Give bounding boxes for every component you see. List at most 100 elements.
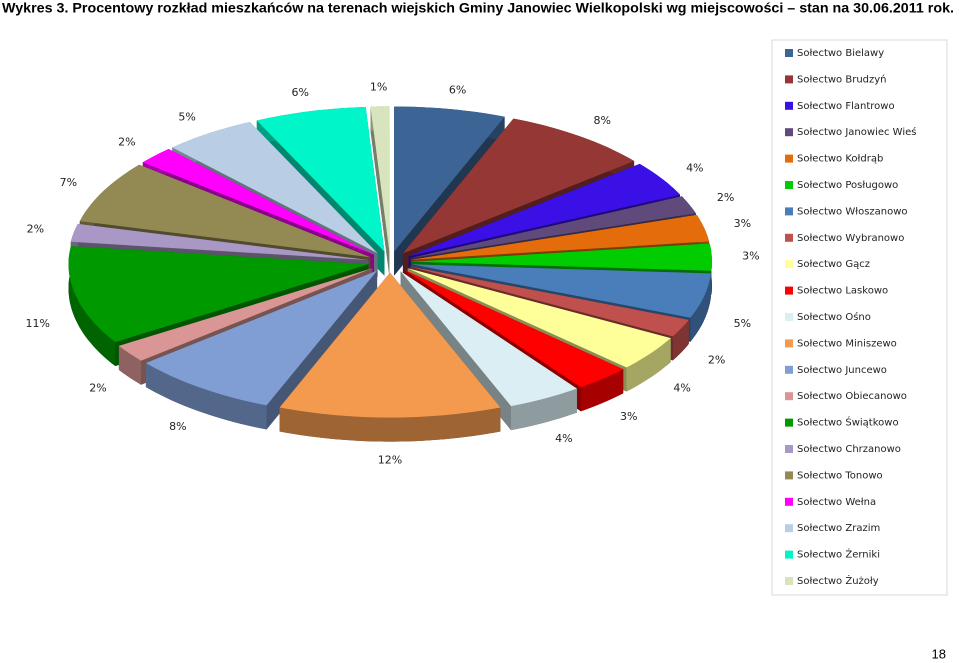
legend-swatch <box>785 418 793 427</box>
legend-swatch <box>785 497 793 506</box>
legend-swatch <box>785 445 793 453</box>
legend-label: Sołectwo Chrzanowo <box>797 444 901 455</box>
legend-label: Sołectwo Włoszanowo <box>797 206 908 217</box>
data-label: 6% <box>449 84 466 97</box>
slice <box>279 272 501 442</box>
slice-side <box>118 268 373 370</box>
pie: 6%8%4%2%3%3%5%2%4%3%4%12%8%2%11%2%7%2%5%… <box>25 81 759 467</box>
chart-title: Wykres 3. Procentowy rozkład mieszkańców… <box>2 0 954 16</box>
slice-top <box>412 243 712 271</box>
slice-top <box>394 106 505 252</box>
page-number: 18 <box>932 646 946 661</box>
legend-label: Sołectwo Żerniki <box>797 548 880 561</box>
slice-top <box>407 268 671 368</box>
legend-swatch <box>785 49 793 57</box>
data-label: 3% <box>734 217 751 230</box>
slice-top <box>145 270 378 406</box>
legend-swatch <box>785 75 793 84</box>
legend-label: Sołectwo Flantrowo <box>797 101 895 112</box>
data-label: 8% <box>169 420 186 433</box>
legend-label: Sołectwo Miniszewo <box>797 338 897 349</box>
legend-swatch <box>785 207 793 216</box>
legend-swatch <box>785 392 793 401</box>
legend-label: Sołectwo Ośno <box>797 311 871 323</box>
slice-top <box>409 266 689 337</box>
data-label: 5% <box>178 111 195 124</box>
slice-top <box>408 163 680 257</box>
data-label: 2% <box>118 136 135 149</box>
slice-top <box>256 107 385 252</box>
data-label: 8% <box>593 114 610 127</box>
slice-top <box>411 214 710 260</box>
legend-label: Sołectwo Tonowo <box>797 470 883 481</box>
slice-top <box>142 149 374 255</box>
legend-swatch <box>785 471 793 480</box>
legend: Sołectwo Bielawy Sołectwo Brudzyń Sołectwo… <box>785 48 916 587</box>
slice-side <box>370 106 390 276</box>
legend-swatch <box>785 260 793 269</box>
slice-wall <box>672 319 689 361</box>
legend-swatch <box>785 128 793 137</box>
slice-top <box>370 106 390 252</box>
data-label: 7% <box>60 176 77 189</box>
data-label: 2% <box>717 191 734 204</box>
data-label: 2% <box>89 382 106 395</box>
slice-wall <box>279 407 501 442</box>
legend-swatch <box>785 524 793 533</box>
slice-wall <box>511 388 577 431</box>
legend-swatch <box>785 181 793 189</box>
slice <box>370 106 390 276</box>
data-label: 12% <box>378 453 402 466</box>
legend-swatch <box>785 233 793 242</box>
legend-swatch <box>785 286 793 295</box>
data-label: 4% <box>686 162 703 175</box>
data-label: 5% <box>734 317 751 330</box>
data-label: 2% <box>708 353 725 366</box>
legend-label: Sołectwo Zrazim <box>797 523 880 534</box>
legend-swatch <box>785 154 793 163</box>
slice-top <box>410 196 696 259</box>
legend-label: Sołectwo Juncewo <box>797 365 887 376</box>
data-label: 1% <box>370 81 387 94</box>
slice-wall <box>626 338 671 392</box>
legend-label: Sołectwo Kołdrąb <box>797 154 883 165</box>
data-label: 3% <box>742 250 759 263</box>
legend-swatch <box>785 101 793 110</box>
legend-box <box>771 39 948 596</box>
legend-swatch <box>785 339 793 348</box>
slice-top <box>411 264 711 318</box>
slice-top <box>68 246 369 342</box>
slice-wall <box>580 369 624 412</box>
slice-wall <box>145 363 267 430</box>
data-label: 3% <box>620 410 637 423</box>
slice-top <box>79 164 371 258</box>
legend-label: Sołectwo Obiecanowo <box>797 391 907 402</box>
data-label: 4% <box>673 382 690 395</box>
legend-swatch <box>785 365 793 374</box>
legend-swatch <box>785 550 793 559</box>
legend-label: Sołectwo Żużoły <box>797 574 879 587</box>
legend-swatch <box>785 577 793 585</box>
slice-top <box>172 122 378 254</box>
slice-wall <box>68 246 116 366</box>
slice-top <box>70 223 369 260</box>
legend-label: Sołectwo Wybranowo <box>797 233 904 244</box>
data-label: 11% <box>25 317 49 330</box>
legend-label: Sołectwo Brudzyń <box>797 73 887 85</box>
slice-wall <box>690 273 711 342</box>
legend-label: Sołectwo Świątkowo <box>797 416 899 429</box>
slice-top <box>404 270 624 388</box>
data-label: 4% <box>555 432 572 445</box>
legend-label: Sołectwo Janowiec Wieś <box>797 126 916 138</box>
slice-top <box>118 268 373 361</box>
legend-swatch <box>785 313 793 321</box>
legend-label: Sołectwo Posługowo <box>797 180 898 191</box>
legend-label: Sołectwo Bielawy <box>797 48 884 59</box>
legend-label: Sołectwo Wełna <box>797 497 876 508</box>
slice-top <box>279 272 501 418</box>
legend-label: Sołectwo Gącz <box>797 259 870 270</box>
data-label: 6% <box>291 86 308 99</box>
slice-top <box>402 118 635 254</box>
slice-top <box>400 271 577 407</box>
